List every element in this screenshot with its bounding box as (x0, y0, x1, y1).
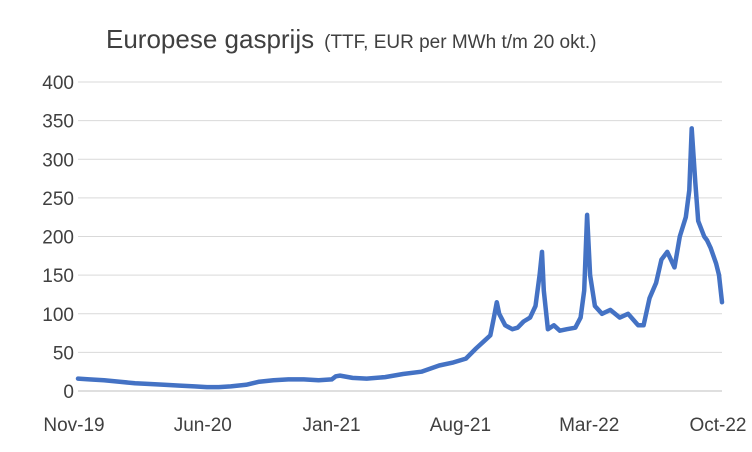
y-tick-label: 250 (42, 189, 74, 210)
x-tick-label: Jan-21 (303, 415, 361, 436)
x-tick-label: Nov-19 (43, 415, 104, 436)
x-tick-label: Oct-22 (689, 415, 746, 436)
y-tick-label: 400 (42, 73, 74, 94)
y-tick-label: 200 (42, 228, 74, 249)
y-tick-label: 150 (42, 266, 74, 287)
y-tick-label: 50 (53, 343, 74, 364)
x-tick-label: Mar-22 (559, 415, 619, 436)
y-axis-ticks: 0 50 100 150 200 250 300 350 400 (42, 73, 74, 403)
x-tick-label: Jun-20 (174, 415, 232, 436)
series-group (75, 126, 725, 390)
y-tick-label: 350 (42, 112, 74, 133)
chart-title-subtitle: (TTF, EUR per MWh t/m 20 okt.) (324, 32, 596, 53)
y-tick-label: 0 (63, 382, 74, 403)
y-tick-label: 300 (42, 150, 74, 171)
series-line (75, 126, 725, 390)
x-tick-label: Aug-21 (430, 415, 491, 436)
chart-title-main: Europese gasprijs (106, 24, 314, 54)
chart-title: Europese gasprijs (TTF, EUR per MWh t/m 2… (106, 24, 597, 54)
y-tick-label: 100 (42, 305, 74, 326)
gridlines (78, 81, 722, 392)
x-axis-ticks: Nov-19 Jun-20 Jan-21 Aug-21 Mar-22 Oct-22 (43, 415, 746, 436)
